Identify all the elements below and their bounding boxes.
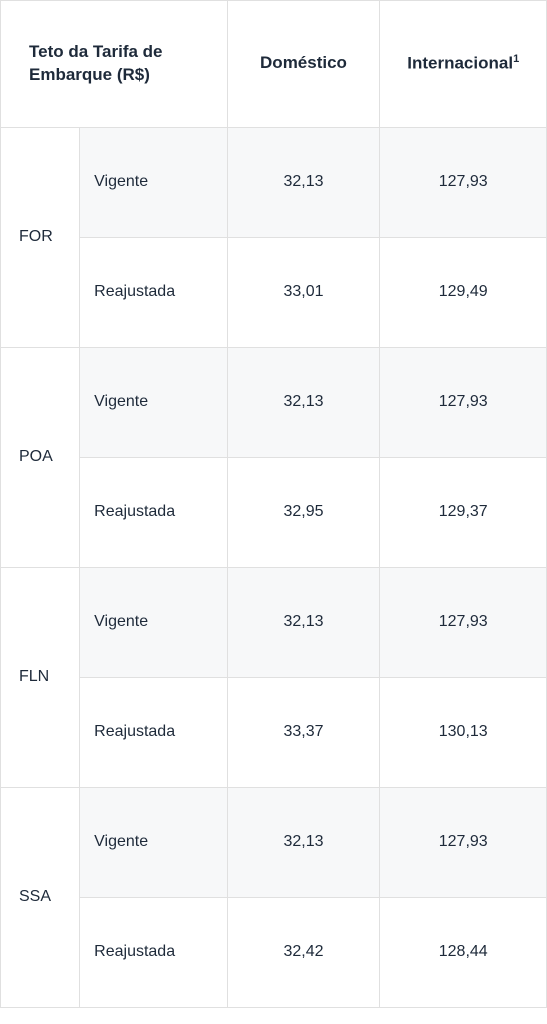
header-international-sup: 1 — [513, 53, 519, 65]
table-row: FORVigente32,13127,93 — [1, 127, 547, 237]
status-cell: Vigente — [80, 127, 227, 237]
table-row: Reajustada32,42128,44 — [1, 897, 547, 1007]
status-cell: Reajustada — [80, 237, 227, 347]
airport-code: FOR — [1, 127, 80, 347]
airport-code: FLN — [1, 567, 80, 787]
domestic-value: 32,13 — [227, 787, 380, 897]
table-row: Reajustada32,95129,37 — [1, 457, 547, 567]
international-value: 127,93 — [380, 567, 547, 677]
status-cell: Reajustada — [80, 897, 227, 1007]
table-row: SSAVigente32,13127,93 — [1, 787, 547, 897]
international-value: 127,93 — [380, 127, 547, 237]
table-header: Teto da Tarifa de Embarque (R$) Doméstic… — [1, 1, 547, 128]
domestic-value: 32,13 — [227, 347, 380, 457]
header-main: Teto da Tarifa de Embarque (R$) — [1, 1, 228, 128]
table-body: FORVigente32,13127,93Reajustada33,01129,… — [1, 127, 547, 1007]
domestic-value: 33,01 — [227, 237, 380, 347]
header-international: Internacional1 — [380, 1, 547, 128]
status-cell: Reajustada — [80, 677, 227, 787]
tariff-table: Teto da Tarifa de Embarque (R$) Doméstic… — [0, 0, 547, 1008]
table-row: Reajustada33,37130,13 — [1, 677, 547, 787]
international-value: 127,93 — [380, 347, 547, 457]
international-value: 128,44 — [380, 897, 547, 1007]
status-cell: Vigente — [80, 787, 227, 897]
domestic-value: 32,42 — [227, 897, 380, 1007]
table-row: Reajustada33,01129,49 — [1, 237, 547, 347]
domestic-value: 32,13 — [227, 127, 380, 237]
tariff-table-container: Teto da Tarifa de Embarque (R$) Doméstic… — [0, 0, 547, 1008]
international-value: 129,49 — [380, 237, 547, 347]
table-row: FLNVigente32,13127,93 — [1, 567, 547, 677]
domestic-value: 33,37 — [227, 677, 380, 787]
status-cell: Reajustada — [80, 457, 227, 567]
table-row: POAVigente32,13127,93 — [1, 347, 547, 457]
airport-code: SSA — [1, 787, 80, 1007]
status-cell: Vigente — [80, 347, 227, 457]
header-domestic: Doméstico — [227, 1, 380, 128]
header-international-label: Internacional — [407, 54, 513, 73]
domestic-value: 32,13 — [227, 567, 380, 677]
header-main-line2: Embarque (R$) — [29, 65, 150, 84]
international-value: 130,13 — [380, 677, 547, 787]
status-cell: Vigente — [80, 567, 227, 677]
international-value: 129,37 — [380, 457, 547, 567]
airport-code: POA — [1, 347, 80, 567]
header-main-line1: Teto da Tarifa de — [29, 42, 163, 61]
international-value: 127,93 — [380, 787, 547, 897]
domestic-value: 32,95 — [227, 457, 380, 567]
